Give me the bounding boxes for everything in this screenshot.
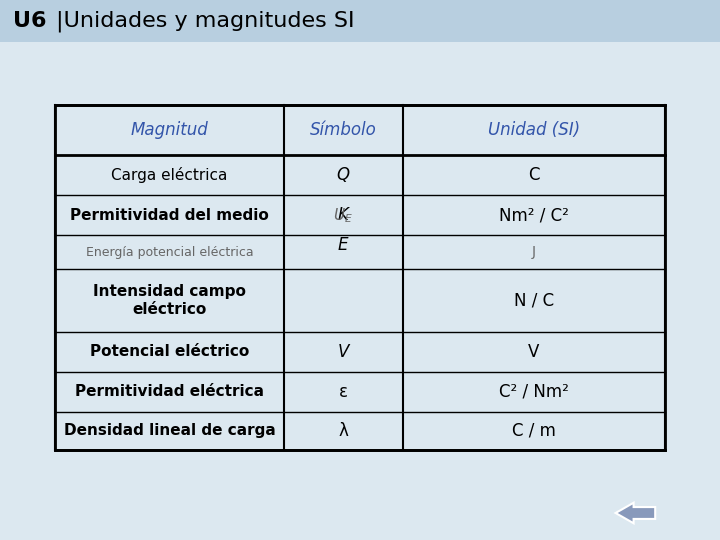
Text: C / m: C / m	[512, 422, 556, 440]
Bar	[402, 195, 665, 235]
Text: C² / Nm²: C² / Nm²	[499, 383, 569, 401]
Text: N / C: N / C	[514, 292, 554, 309]
Text: ε: ε	[338, 383, 348, 401]
Bar	[402, 412, 665, 450]
Text: Potencial eléctrico: Potencial eléctrico	[90, 344, 249, 359]
Text: Magnitud: Magnitud	[130, 121, 208, 139]
Text: Permitividad eléctrica: Permitividad eléctrica	[75, 384, 264, 400]
Bar	[402, 372, 665, 412]
Text: K: K	[338, 206, 348, 224]
Bar	[0, 0, 720, 42]
Text: Carga eléctrica: Carga eléctrica	[111, 167, 228, 183]
Bar	[284, 105, 402, 155]
Text: $\mathit{U}_\mathit{E}$: $\mathit{U}_\mathit{E}$	[333, 206, 353, 225]
Text: J: J	[532, 245, 536, 259]
Text: Nm² / C²: Nm² / C²	[499, 206, 569, 224]
Text: U6: U6	[13, 11, 47, 31]
Text: Unidad (SI): Unidad (SI)	[487, 121, 580, 139]
Bar	[284, 372, 402, 412]
Text: Energía potencial eléctrica: Energía potencial eléctrica	[86, 246, 253, 259]
Bar	[402, 155, 665, 195]
Bar	[55, 155, 284, 195]
Bar	[284, 195, 402, 235]
Bar	[55, 235, 284, 269]
Text: Intensidad campo
eléctrico: Intensidad campo eléctrico	[93, 285, 246, 317]
Text: λ: λ	[338, 422, 348, 440]
Bar	[402, 235, 665, 269]
Bar	[402, 332, 665, 372]
Bar	[284, 412, 402, 450]
Text: Q: Q	[337, 166, 350, 184]
Text: Símbolo: Símbolo	[310, 121, 377, 139]
FancyArrow shape	[616, 503, 655, 523]
Bar	[284, 332, 402, 372]
Text: V: V	[338, 343, 349, 361]
Bar	[55, 195, 284, 235]
Text: Permitividad del medio: Permitividad del medio	[70, 208, 269, 223]
Bar	[284, 155, 402, 195]
Text: |Unidades y magnitudes SI: |Unidades y magnitudes SI	[56, 10, 355, 32]
Bar	[55, 332, 284, 372]
Text: C: C	[528, 166, 539, 184]
Text: V: V	[528, 343, 539, 361]
Bar	[402, 105, 665, 155]
Bar	[284, 235, 402, 269]
Text: $\mathit{E}$: $\mathit{E}$	[337, 236, 349, 254]
Bar	[55, 372, 284, 412]
Bar	[55, 105, 284, 155]
Bar	[55, 412, 284, 450]
Text: Densidad lineal de carga: Densidad lineal de carga	[63, 423, 275, 438]
